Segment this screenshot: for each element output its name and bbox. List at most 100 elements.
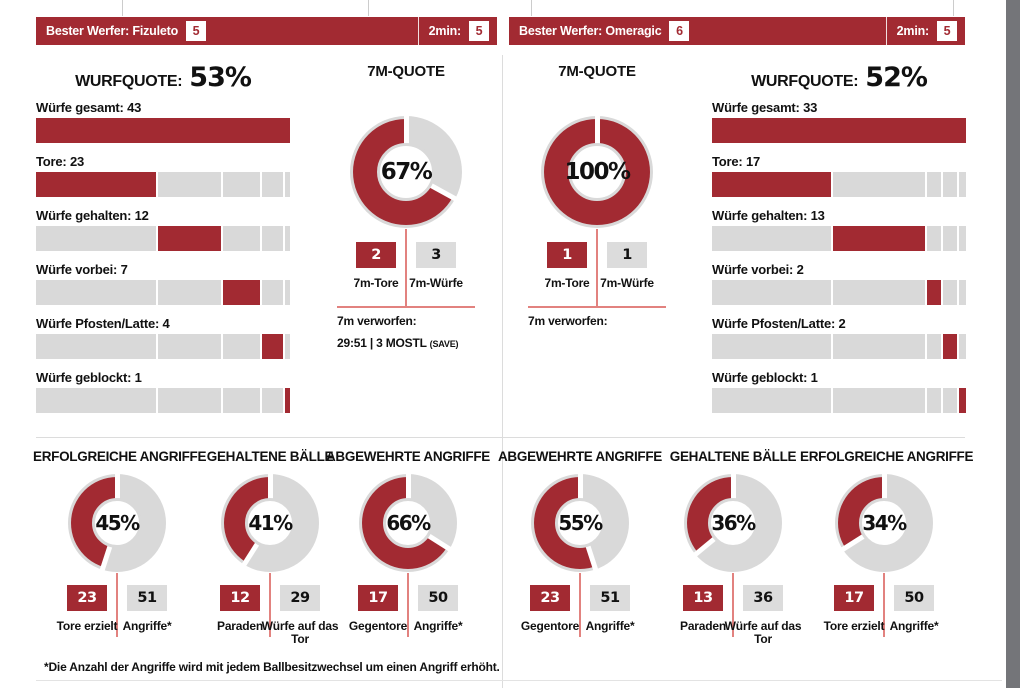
value-box-label: Tore erzielt	[823, 619, 885, 633]
donut-chart: 100%	[541, 115, 653, 228]
bar-segment	[926, 280, 941, 305]
donut-percent: 45%	[95, 511, 140, 535]
bar-segment	[158, 172, 222, 197]
value-box-red: 1	[547, 242, 587, 268]
bar-label: Würfe gesamt: 43	[36, 100, 142, 115]
connector-line	[407, 573, 409, 637]
bar-track	[712, 334, 967, 359]
donut-hole: 100%	[564, 143, 631, 201]
bar-segment	[36, 388, 157, 413]
value-box-gray: 36	[743, 585, 783, 611]
shot-bar-row: Tore: 23	[36, 154, 291, 197]
sevenm-missed-label: 7m verworfen:	[337, 314, 417, 328]
value-box-label: Angriffe*	[585, 619, 635, 633]
shot-quota-label: WURFQUOTE:	[75, 73, 183, 90]
bar-segment	[261, 388, 283, 413]
bar-track	[36, 226, 291, 251]
two-min-label-home: 2min:	[428, 24, 462, 38]
attack-donut-title: GEHALTENE BÄLLE	[669, 449, 797, 464]
bar-segment	[261, 280, 283, 305]
donut-chart: 45%	[68, 473, 166, 572]
bar-segment	[712, 172, 832, 197]
bar-track	[712, 118, 966, 143]
value-box-gray: 50	[418, 585, 458, 611]
top-tick	[368, 0, 369, 16]
bar-track	[712, 172, 967, 197]
shot-bar-row: Würfe Pfosten/Latte: 4	[36, 316, 291, 359]
best-scorer-badge-home: 5	[186, 21, 207, 41]
shot-bar-row: Würfe vorbei: 7	[36, 262, 291, 305]
value-box-gray: 3	[416, 242, 456, 268]
donut-hole: 41%	[245, 498, 295, 548]
bar-segment	[958, 334, 967, 359]
bar-segment	[833, 172, 925, 197]
shot-quota-percent: 52%	[865, 62, 928, 93]
bar-segment	[942, 172, 957, 197]
connector-line	[579, 573, 581, 637]
bar-segment	[712, 118, 966, 143]
sevenm-missed-label: 7m verworfen:	[528, 314, 608, 328]
donut-hole: 67%	[377, 143, 435, 201]
section-divider	[36, 437, 965, 438]
donut-hole: 36%	[708, 498, 758, 548]
bar-label: Würfe geblockt: 1	[36, 370, 142, 385]
bar-label: Würfe geblockt: 1	[712, 370, 818, 385]
bar-track	[36, 388, 291, 413]
donut-percent: 66%	[386, 511, 431, 535]
donut-percent: 55%	[558, 511, 603, 535]
bar-label: Tore: 23	[36, 154, 85, 169]
donut-percent: 36%	[711, 511, 756, 535]
bar-track	[36, 172, 291, 197]
sevenm-title: 7M-QUOTE	[558, 63, 636, 80]
bar-track	[36, 334, 291, 359]
value-box-label: Angriffe*	[122, 619, 172, 633]
bar-segment	[36, 172, 157, 197]
value-box-red: 13	[683, 585, 723, 611]
bar-segment	[261, 226, 283, 251]
value-box-label: 7m-Tore	[353, 276, 399, 290]
donut-chart: 36%	[684, 473, 782, 572]
bar-segment	[284, 388, 291, 413]
shot-bars-home: Würfe gesamt: 43 Tore: 23 Würfe gehalten: …	[36, 100, 291, 424]
value-box-label: Würfe auf das Tor	[724, 619, 802, 647]
connector-line	[596, 229, 598, 307]
shot-quota-percent: 53%	[189, 62, 252, 93]
bar-segment	[958, 280, 967, 305]
connector-line	[405, 229, 407, 307]
bar-segment	[926, 388, 941, 413]
bar-label: Würfe gehalten: 13	[712, 208, 825, 223]
bar-segment	[926, 226, 941, 251]
bottom-divider	[36, 680, 1002, 681]
bar-track	[36, 118, 290, 143]
value-box-label: Paraden	[217, 619, 263, 633]
bar-label: Würfe vorbei: 7	[36, 262, 128, 277]
bar-segment	[958, 388, 967, 413]
bar-label: Würfe vorbei: 2	[712, 262, 804, 277]
connector-line	[116, 573, 118, 637]
bar-segment	[223, 388, 260, 413]
value-box-gray: 51	[590, 585, 630, 611]
bar-segment	[942, 334, 957, 359]
bar-label: Würfe gehalten: 12	[36, 208, 149, 223]
bar-track	[36, 280, 291, 305]
best-scorer-label-away: Bester Werfer: Omeragic	[519, 24, 662, 38]
value-box-red: 12	[220, 585, 260, 611]
shot-bar-row: Würfe Pfosten/Latte: 2	[712, 316, 967, 359]
bar-segment	[712, 388, 832, 413]
bar-segment	[833, 226, 925, 251]
two-min-badge-home: 5	[469, 21, 489, 41]
value-box-red: 23	[530, 585, 570, 611]
header-divider	[417, 17, 419, 45]
attack-donut-title: ERFOLGREICHE ANGRIFFE	[800, 449, 974, 464]
bar-segment	[284, 280, 291, 305]
bar-segment	[942, 226, 957, 251]
attack-donut-title: ABGEWEHRTE ANGRIFFE	[325, 449, 491, 464]
value-box-label: Tore erzielt	[56, 619, 118, 633]
bar-segment	[223, 334, 260, 359]
donut-percent: 41%	[248, 511, 293, 535]
value-box-red: 17	[834, 585, 874, 611]
shot-bar-row: Würfe geblockt: 1	[712, 370, 967, 413]
shot-bar-row: Würfe vorbei: 2	[712, 262, 967, 305]
bar-label: Würfe Pfosten/Latte: 4	[36, 316, 170, 331]
connector-line	[528, 306, 666, 308]
